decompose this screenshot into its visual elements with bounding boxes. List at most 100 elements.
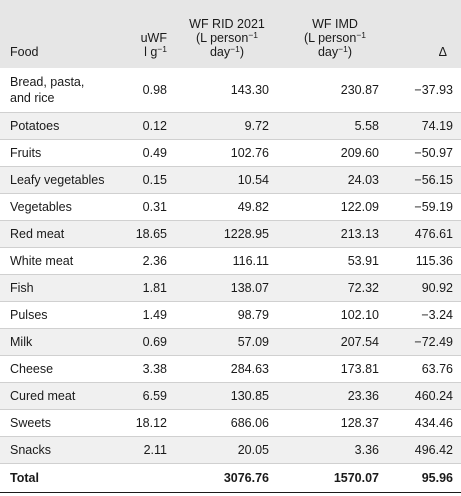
- wf-rid-cell: 9.72: [244, 118, 269, 133]
- header-rid-unit-close: ): [239, 45, 245, 59]
- header-imd-unit-a: (L person: [303, 31, 357, 45]
- wf-rid-cell: 116.11: [232, 253, 269, 268]
- delta-cell: 496.42: [414, 442, 453, 457]
- delta-cell: 115.36: [415, 253, 453, 268]
- wf-rid-cell: 284.63: [230, 361, 269, 376]
- wf-rid-cell: 49.82: [237, 199, 269, 214]
- uwf-cell: 2.36: [142, 253, 167, 268]
- wf-rid-cell: 130.85: [230, 388, 269, 403]
- header-rid-unit-a: (L person: [195, 31, 249, 45]
- delta-cell: 476.61: [414, 226, 453, 241]
- wf-imd-cell: 209.60: [340, 145, 379, 160]
- wf-rid-cell: 1228.95: [223, 226, 269, 241]
- food-cell: Fish: [10, 280, 34, 295]
- wf-rid-cell: 138.07: [230, 280, 269, 295]
- wf-imd-cell: 23.36: [347, 388, 379, 403]
- wf-imd-cell: 213.13: [340, 226, 379, 241]
- uwf-cell: 18.65: [135, 226, 167, 241]
- wf-imd-cell: 72.32: [347, 280, 379, 295]
- uwf-cell: 0.98: [142, 82, 167, 97]
- uwf-cell: 0.69: [142, 334, 167, 349]
- food-cell: Snacks: [10, 442, 51, 457]
- table-row: Snacks 2.11 20.05 3.36 496.42: [0, 436, 461, 463]
- header-wf-imd: WF IMD (L person−1 day−1): [281, 0, 389, 68]
- total-uwf-cell: [118, 463, 173, 492]
- wf-rid-cell: 20.05: [237, 442, 269, 457]
- food-cell: Vegetables: [10, 199, 72, 214]
- header-wf-rid: WF RID 2021 (L person−1 day−1): [173, 0, 281, 68]
- delta-cell: −37.93: [414, 82, 453, 97]
- total-delta-cell: 95.96: [421, 470, 453, 485]
- delta-cell: 434.46: [414, 415, 453, 430]
- delta-cell: −56.15: [414, 172, 453, 187]
- uwf-cell: 6.59: [142, 388, 167, 403]
- wf-imd-cell: 207.54: [340, 334, 379, 349]
- wf-imd-cell: 128.37: [340, 415, 379, 430]
- header-uwf-unit: l g: [144, 45, 158, 59]
- food-cell: White meat: [10, 253, 74, 268]
- food-cell: Red meat: [10, 226, 65, 241]
- food-cell: Cured meat: [10, 388, 76, 403]
- table-row: Bread, pasta, and rice 0.98 143.30 230.87…: [0, 68, 461, 112]
- header-rid-title: WF RID 2021: [189, 17, 265, 31]
- header-rid-unit-b-sup: −1: [230, 44, 240, 54]
- food-cell: Fruits: [10, 145, 42, 160]
- delta-cell: 90.92: [421, 280, 453, 295]
- table-row: Vegetables 0.31 49.82 122.09 −59.19: [0, 193, 461, 220]
- header-delta: Δ: [438, 45, 447, 59]
- food-cell: Leafy vegetables: [10, 172, 105, 187]
- food-cell: Potatoes: [10, 118, 60, 133]
- table-row: Pulses 1.49 98.79 102.10 −3.24: [0, 301, 461, 328]
- table-row: Sweets 18.12 686.06 128.37 434.46: [0, 409, 461, 436]
- wf-rid-cell: 57.09: [237, 334, 269, 349]
- uwf-cell: 1.49: [142, 307, 167, 322]
- wf-imd-cell: 230.87: [340, 82, 379, 97]
- header-uwf-unit-sup: −1: [157, 44, 167, 54]
- wf-imd-cell: 5.58: [354, 118, 379, 133]
- uwf-cell: 1.81: [142, 280, 167, 295]
- header-imd-title: WF IMD: [312, 17, 358, 31]
- food-cell: Sweets: [10, 415, 51, 430]
- total-label: Total: [10, 470, 39, 485]
- wf-rid-cell: 98.79: [237, 307, 269, 322]
- wf-imd-cell: 53.91: [347, 253, 379, 268]
- total-wf-imd-cell: 1570.07: [333, 470, 379, 485]
- wf-rid-cell: 10.54: [237, 172, 269, 187]
- header-rid-unit-a-sup: −1: [248, 30, 259, 40]
- food-cell: Bread, pasta, and rice: [0, 68, 118, 112]
- delta-cell: −59.19: [414, 199, 453, 214]
- table-row: Cheese 3.38 284.63 173.81 63.76: [0, 355, 461, 382]
- total-row: Total 3076.76 1570.07 95.96: [0, 463, 461, 492]
- header-row: Food uWF l g−1 WF RID 2021 (L person−1 d…: [0, 0, 461, 68]
- wf-imd-cell: 3.36: [354, 442, 379, 457]
- table-row: Milk 0.69 57.09 207.54 −72.49: [0, 328, 461, 355]
- wf-rid-cell: 102.76: [230, 145, 269, 160]
- table-row: Leafy vegetables 0.15 10.54 24.03 −56.15: [0, 166, 461, 193]
- delta-cell: −72.49: [414, 334, 453, 349]
- header-uwf: uWF l g−1: [118, 0, 173, 68]
- wf-imd-cell: 122.09: [340, 199, 379, 214]
- uwf-cell: 3.38: [142, 361, 167, 376]
- header-imd-unit-close: ): [347, 45, 353, 59]
- food-cell-line1: Bread, pasta,: [10, 74, 85, 89]
- table-row: Cured meat 6.59 130.85 23.36 460.24: [0, 382, 461, 409]
- table-row: Potatoes 0.12 9.72 5.58 74.19: [0, 112, 461, 139]
- total-wf-rid-cell: 3076.76: [223, 470, 269, 485]
- delta-cell: 63.76: [421, 361, 453, 376]
- uwf-cell: 0.31: [142, 199, 167, 214]
- food-cell: Cheese: [10, 361, 54, 376]
- uwf-cell: 0.15: [142, 172, 167, 187]
- food-cell: Pulses: [10, 307, 48, 322]
- uwf-cell: 18.12: [135, 415, 167, 430]
- table-row: Red meat 18.65 1228.95 213.13 476.61: [0, 220, 461, 247]
- uwf-cell: 2.11: [143, 442, 167, 457]
- wf-imd-cell: 24.03: [347, 172, 379, 187]
- delta-cell: −3.24: [421, 307, 453, 322]
- table-body: Bread, pasta, and rice 0.98 143.30 230.87…: [0, 68, 461, 492]
- wf-imd-cell: 102.10: [340, 307, 379, 322]
- header-imd-unit-b: day: [317, 45, 339, 59]
- header-rid-unit-b: day: [209, 45, 231, 59]
- wf-rid-cell: 143.30: [230, 82, 269, 97]
- header-imd-unit-b-sup: −1: [338, 44, 348, 54]
